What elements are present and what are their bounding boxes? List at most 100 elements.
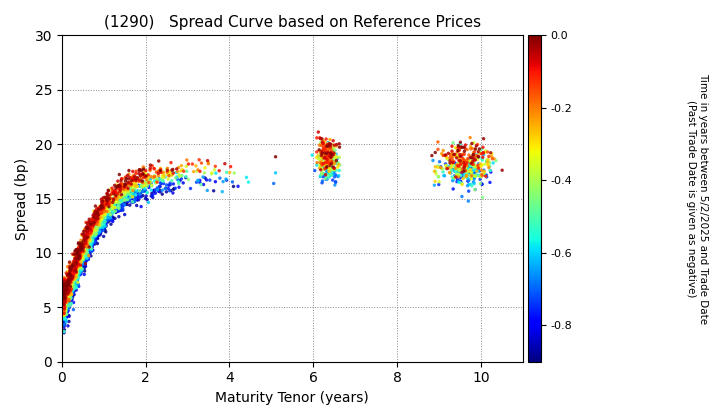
Point bbox=[82, 228, 94, 235]
Point bbox=[62, 282, 73, 289]
Point bbox=[58, 305, 70, 312]
Point bbox=[320, 144, 332, 150]
Point bbox=[84, 244, 96, 251]
Point bbox=[80, 252, 91, 258]
Point bbox=[76, 244, 87, 251]
Point bbox=[457, 158, 469, 164]
Point bbox=[467, 159, 478, 166]
Point bbox=[78, 268, 90, 274]
Point bbox=[172, 176, 184, 183]
Point bbox=[58, 304, 70, 310]
Point bbox=[60, 283, 71, 290]
Point bbox=[131, 174, 143, 181]
Point bbox=[65, 273, 76, 280]
Point bbox=[60, 304, 71, 311]
Point bbox=[79, 234, 91, 241]
Point bbox=[78, 243, 89, 249]
Point bbox=[110, 189, 122, 196]
Point bbox=[60, 317, 71, 324]
Point bbox=[67, 260, 78, 267]
Point bbox=[324, 149, 336, 156]
Point bbox=[97, 194, 109, 201]
Point bbox=[63, 293, 74, 300]
Point bbox=[63, 298, 75, 304]
Point bbox=[59, 300, 71, 307]
Point bbox=[62, 268, 73, 275]
Point bbox=[75, 255, 86, 262]
Point bbox=[63, 296, 74, 302]
Point bbox=[68, 263, 80, 270]
Point bbox=[68, 262, 80, 269]
Point bbox=[456, 159, 468, 165]
Point bbox=[458, 159, 469, 166]
Point bbox=[58, 286, 70, 292]
Point bbox=[70, 272, 81, 278]
Point bbox=[88, 221, 99, 228]
Point bbox=[73, 257, 85, 264]
Point bbox=[101, 207, 112, 213]
Point bbox=[323, 155, 334, 161]
Point bbox=[74, 253, 86, 260]
Point bbox=[71, 255, 83, 262]
Point bbox=[479, 149, 490, 156]
Point bbox=[90, 219, 102, 226]
Point bbox=[80, 241, 91, 248]
Point bbox=[141, 196, 153, 203]
Point bbox=[61, 281, 73, 287]
Point bbox=[61, 285, 73, 291]
Point bbox=[449, 168, 460, 175]
Point bbox=[330, 141, 342, 148]
Point bbox=[59, 298, 71, 305]
Point bbox=[69, 280, 81, 287]
Point bbox=[131, 191, 143, 198]
Point bbox=[75, 241, 86, 248]
Point bbox=[72, 269, 84, 276]
Point bbox=[68, 278, 80, 285]
Point bbox=[454, 167, 465, 173]
Point bbox=[449, 152, 461, 159]
Point bbox=[69, 275, 81, 281]
Point bbox=[63, 279, 75, 286]
Point bbox=[58, 307, 70, 314]
Point bbox=[64, 275, 76, 281]
Point bbox=[438, 147, 449, 154]
Point bbox=[61, 295, 73, 302]
Point bbox=[61, 294, 73, 300]
Point bbox=[66, 273, 77, 280]
Point bbox=[318, 171, 329, 177]
Point bbox=[81, 245, 92, 252]
Point bbox=[71, 270, 82, 277]
Point bbox=[143, 179, 155, 186]
Point bbox=[96, 205, 107, 211]
Point bbox=[142, 178, 153, 185]
Point bbox=[174, 184, 185, 191]
Point bbox=[74, 257, 86, 263]
Point bbox=[71, 258, 82, 265]
Point bbox=[58, 315, 70, 322]
Point bbox=[73, 251, 85, 257]
Point bbox=[58, 290, 70, 297]
Point bbox=[129, 186, 140, 192]
Point bbox=[71, 249, 83, 256]
Point bbox=[122, 195, 134, 202]
Point bbox=[158, 169, 169, 176]
Point bbox=[61, 278, 73, 285]
Point bbox=[325, 170, 336, 176]
Point bbox=[59, 304, 71, 310]
Point bbox=[82, 246, 94, 252]
Point bbox=[73, 254, 84, 260]
Point bbox=[90, 231, 102, 238]
Point bbox=[61, 292, 73, 299]
Point bbox=[60, 319, 72, 326]
Point bbox=[447, 139, 459, 146]
Point bbox=[181, 157, 192, 163]
Point bbox=[99, 220, 111, 227]
Point bbox=[112, 196, 123, 202]
Point bbox=[58, 307, 70, 313]
Point bbox=[62, 294, 73, 300]
Point bbox=[436, 165, 448, 172]
Point bbox=[60, 299, 72, 306]
Point bbox=[480, 172, 491, 178]
Point bbox=[109, 196, 120, 203]
Point bbox=[81, 252, 93, 259]
